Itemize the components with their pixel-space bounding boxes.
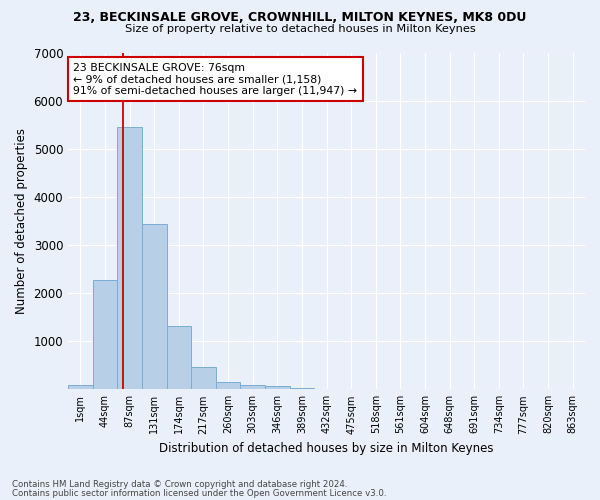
Bar bbox=[68, 385, 92, 390]
Text: Size of property relative to detached houses in Milton Keynes: Size of property relative to detached ho… bbox=[125, 24, 475, 34]
Bar bbox=[167, 326, 191, 390]
Bar bbox=[117, 126, 142, 390]
Bar bbox=[241, 385, 265, 390]
Text: Contains public sector information licensed under the Open Government Licence v3: Contains public sector information licen… bbox=[12, 489, 386, 498]
Bar bbox=[191, 366, 216, 390]
Bar bbox=[216, 382, 241, 390]
Bar bbox=[142, 224, 167, 390]
Bar bbox=[290, 388, 314, 390]
Bar bbox=[265, 386, 290, 390]
Bar bbox=[92, 280, 117, 390]
X-axis label: Distribution of detached houses by size in Milton Keynes: Distribution of detached houses by size … bbox=[159, 442, 494, 455]
Text: 23, BECKINSALE GROVE, CROWNHILL, MILTON KEYNES, MK8 0DU: 23, BECKINSALE GROVE, CROWNHILL, MILTON … bbox=[73, 11, 527, 24]
Text: 23 BECKINSALE GROVE: 76sqm
← 9% of detached houses are smaller (1,158)
91% of se: 23 BECKINSALE GROVE: 76sqm ← 9% of detac… bbox=[73, 62, 357, 96]
Y-axis label: Number of detached properties: Number of detached properties bbox=[15, 128, 28, 314]
Text: Contains HM Land Registry data © Crown copyright and database right 2024.: Contains HM Land Registry data © Crown c… bbox=[12, 480, 347, 489]
